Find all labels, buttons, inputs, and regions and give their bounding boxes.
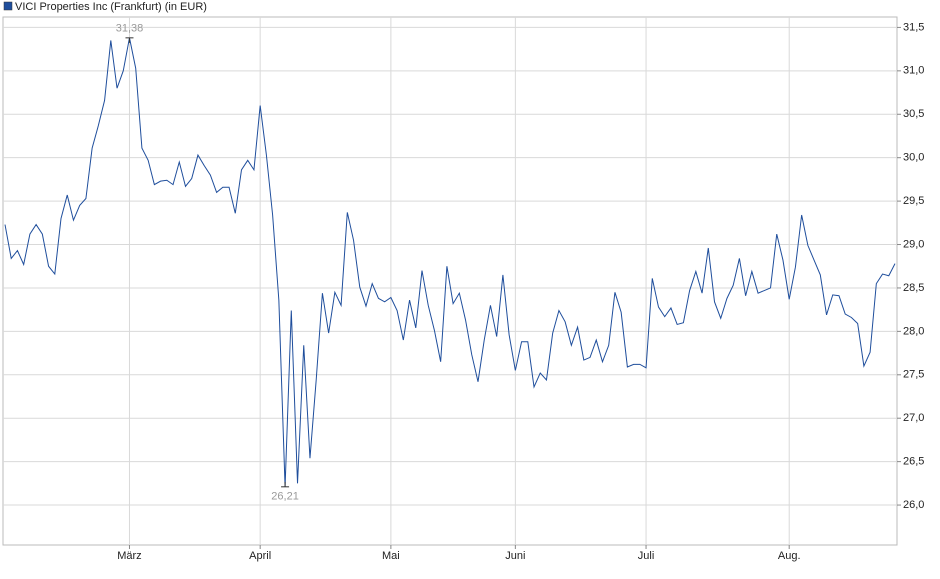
x-tick-label: März: [117, 550, 141, 562]
plot-frame: [2, 16, 898, 546]
extreme-label: 26,21: [271, 491, 299, 503]
x-tick-label: Mai: [382, 550, 400, 562]
y-tick-label: 30,5: [903, 108, 924, 120]
y-tick-label: 30,0: [903, 152, 924, 164]
x-tick-label: Aug.: [778, 550, 801, 562]
y-tick-label: 27,0: [903, 412, 924, 424]
legend-swatch: [3, 1, 13, 11]
extreme-label: 31,38: [116, 23, 144, 35]
price-line: [4, 37, 896, 487]
y-tick-label: 31,5: [903, 21, 924, 33]
y-tick-label: 31,0: [903, 65, 924, 77]
legend-label: VICI Properties Inc (Frankfurt) (in EUR): [15, 1, 207, 13]
y-tick-label: 26,5: [903, 456, 924, 468]
y-tick-label: 28,0: [903, 325, 924, 337]
y-tick-label: 28,5: [903, 282, 924, 294]
y-tick-label: 27,5: [903, 369, 924, 381]
y-tick-label: 29,5: [903, 195, 924, 207]
y-tick-label: 29,0: [903, 238, 924, 250]
x-tick-label: Juni: [505, 550, 525, 562]
x-tick-label: Juli: [638, 550, 655, 562]
x-tick-label: April: [249, 550, 271, 562]
y-tick-label: 26,0: [903, 499, 924, 511]
